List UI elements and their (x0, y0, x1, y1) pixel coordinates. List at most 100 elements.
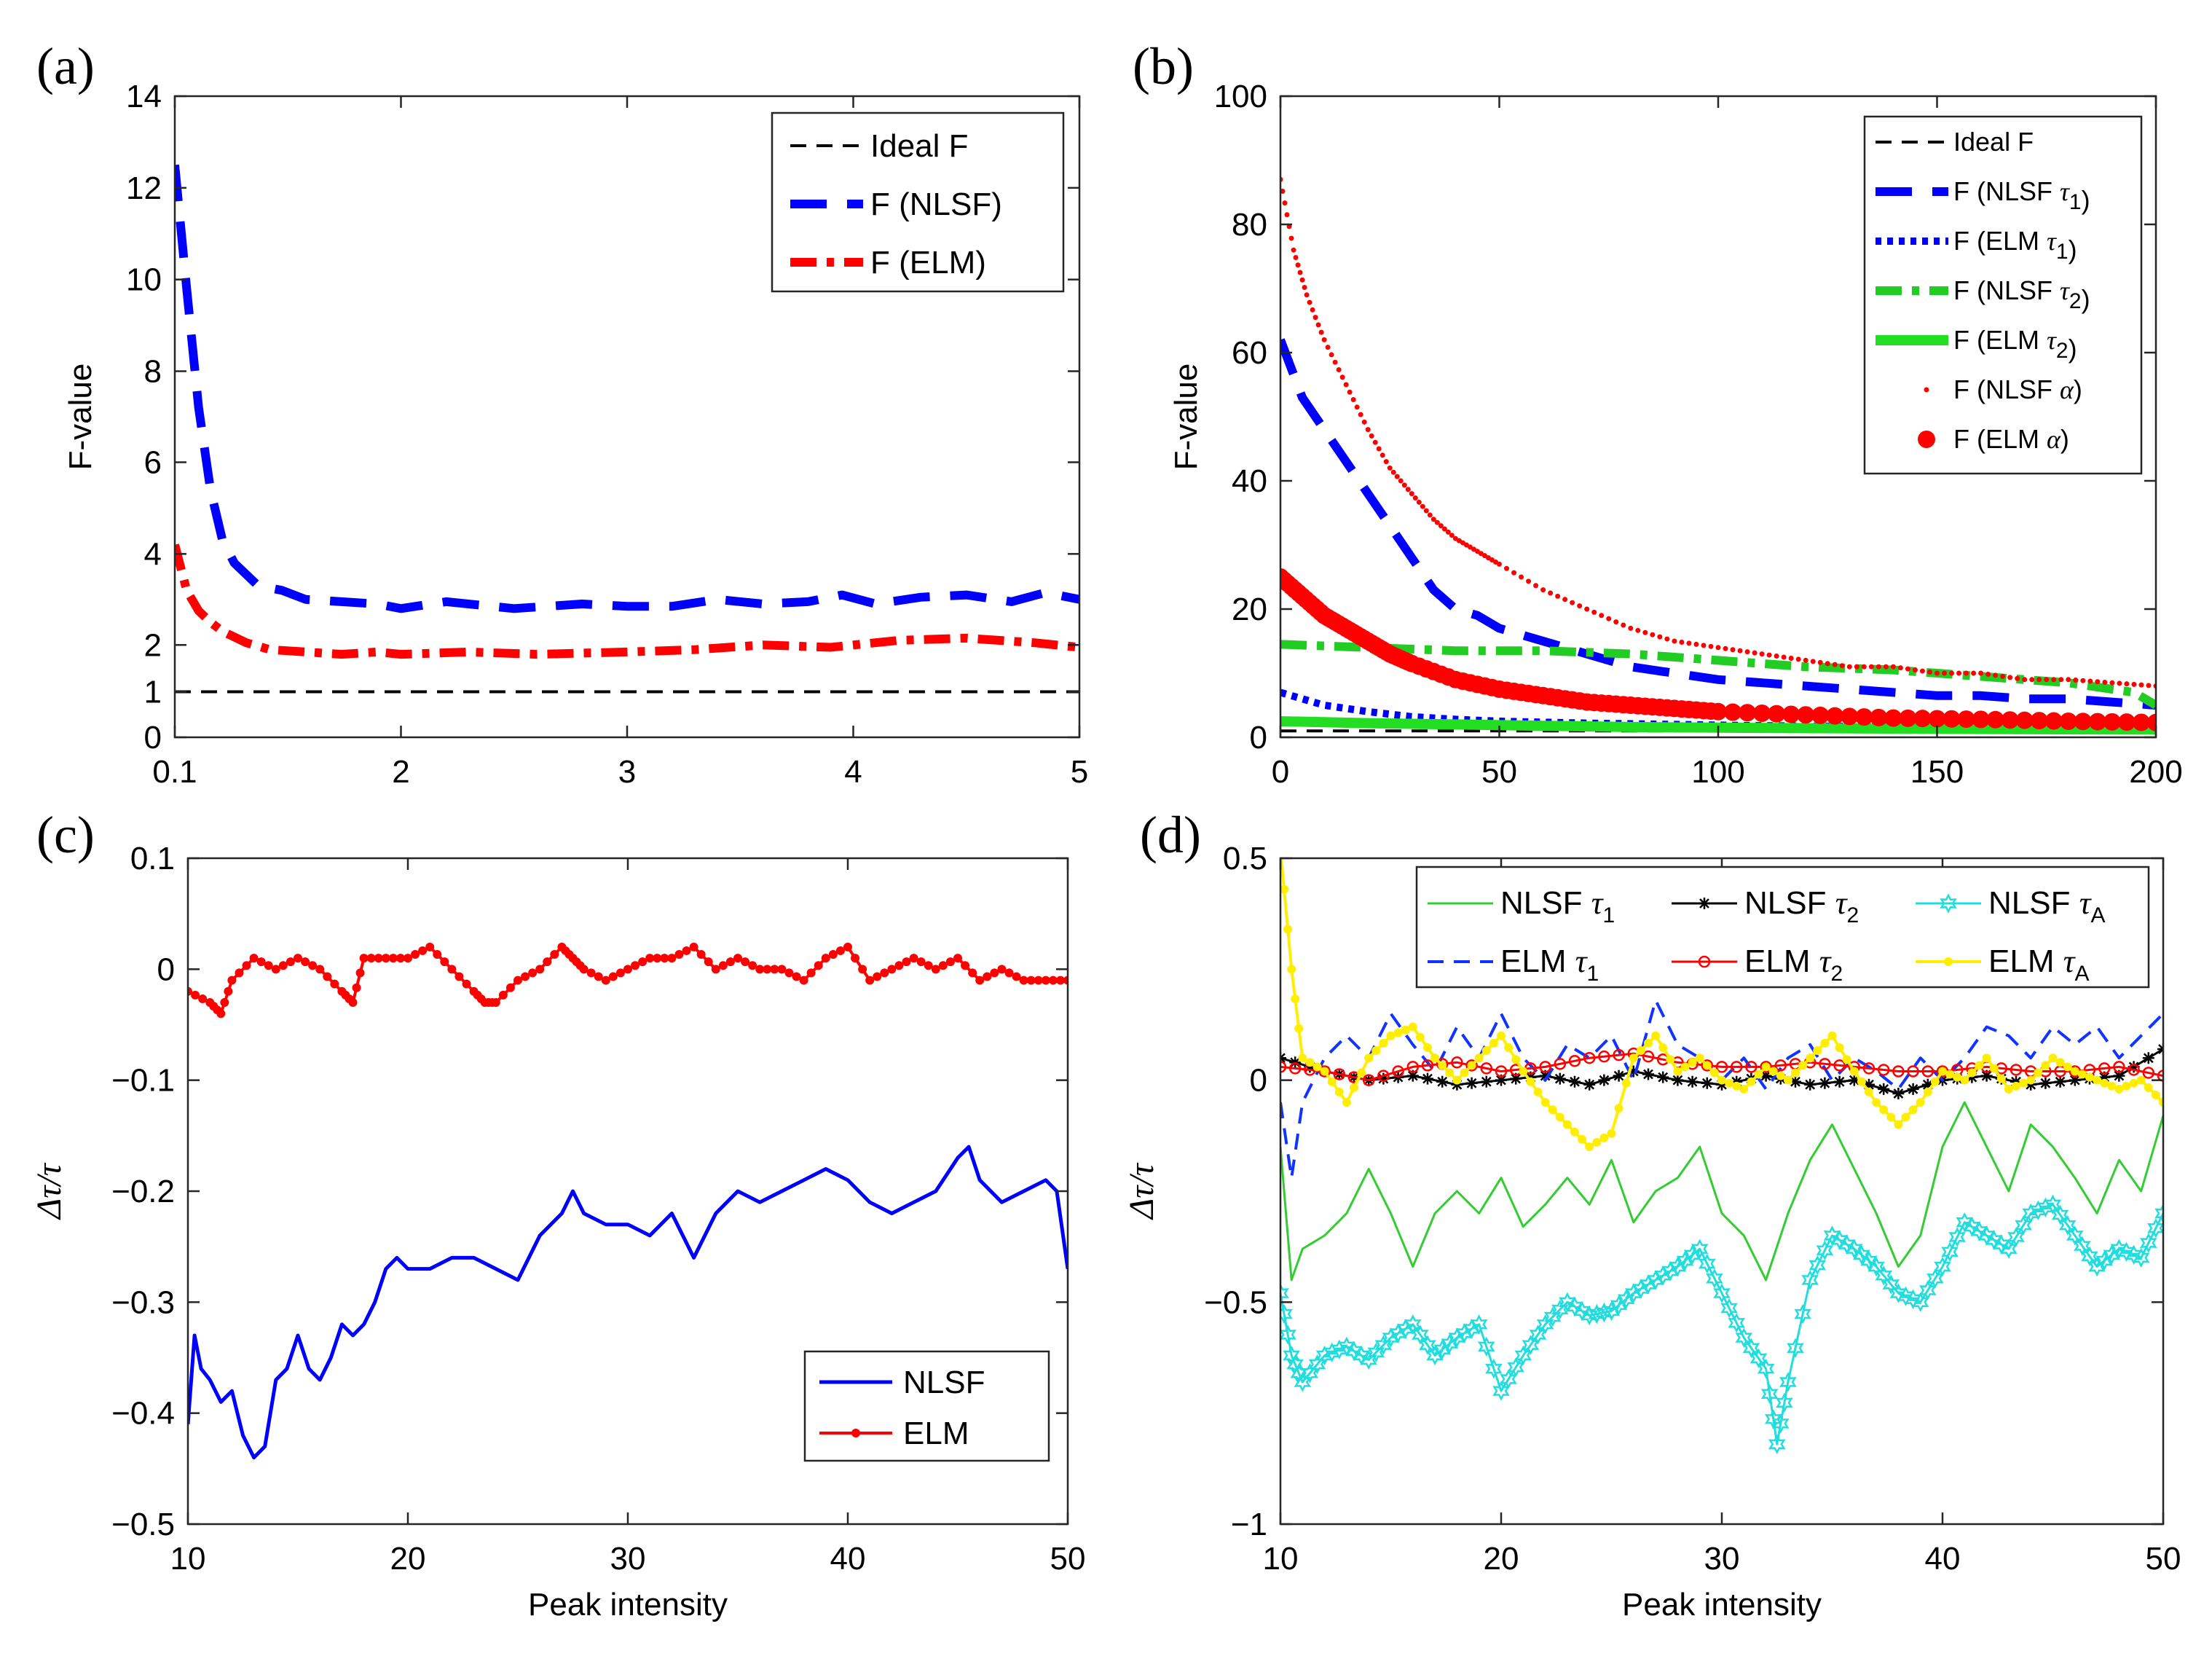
marker-elm-79 (674, 950, 684, 959)
marker-elm-a-14 (1357, 1068, 1366, 1078)
marker-elm-a-57 (1673, 1067, 1682, 1076)
marker-elm-1 (191, 990, 200, 1000)
marker-nlsf-a-11 (1330, 1339, 1348, 1359)
marker-elm-a-37 (1526, 1077, 1535, 1086)
marker-elm-100 (828, 950, 838, 959)
marker-nlsf-a-65 (1728, 1313, 1746, 1333)
marker-nlsf-a-20 (1396, 1319, 1414, 1339)
marker-elm-2-29 (1701, 1059, 1714, 1072)
marker-nlsf-a-10 (1323, 1342, 1341, 1363)
marker-elm-74 (638, 957, 648, 967)
marker-nlsf-a-49 (1610, 1295, 1628, 1316)
marker-nlsf-2-47 (1966, 1071, 1978, 1083)
ytick-label-c-0: −0.5 (111, 1507, 175, 1542)
ytick-label-c-5: 0 (157, 951, 175, 987)
marker-elm-81 (689, 942, 698, 951)
marker-elm-40 (433, 950, 442, 959)
marker-f-nlsf--74 (1555, 593, 1561, 599)
marker-elm-35 (395, 954, 405, 963)
marker-elm-a-44 (1578, 1134, 1587, 1144)
marker-elm-2-40 (1862, 1062, 1876, 1075)
marker-f-nlsf--121 (1897, 665, 1903, 671)
marker-elm-a-121 (2144, 1083, 2153, 1092)
marker-nlsf-2-24 (1627, 1065, 1640, 1078)
marker-nlsf-a-113 (2058, 1214, 2077, 1236)
xtick-label-a-3: 4 (844, 754, 862, 790)
marker-nlsf-a-96 (1934, 1256, 1951, 1277)
marker-elm-a-91 (1923, 1087, 1932, 1096)
marker-elm-a-94 (1945, 1070, 1955, 1079)
marker-elm-a-112 (2077, 1070, 2087, 1079)
xtick-label-d-2: 30 (1704, 1541, 1740, 1577)
marker-nlsf-2-38 (1833, 1075, 1846, 1088)
marker-nlsf-a-109 (2029, 1200, 2047, 1221)
ytick-label-a-5: 8 (144, 354, 162, 390)
marker-nlsf-2-27 (1672, 1074, 1684, 1086)
marker-elm-2-58 (2128, 1064, 2140, 1076)
marker-f-nlsf--96 (1715, 645, 1721, 651)
marker-elm-9 (227, 976, 237, 985)
ytick-label-a-2: 2 (144, 627, 162, 663)
marker-elm-a-15 (1364, 1053, 1374, 1063)
marker-f-nlsf--79 (1591, 609, 1597, 615)
xtick-label-d-3: 40 (1925, 1541, 1961, 1577)
marker-nlsf-2-23 (1613, 1070, 1625, 1082)
marker-elm-a-98 (1975, 1061, 1984, 1070)
marker-nlsf-2-22 (1598, 1074, 1610, 1086)
marker-f-elm--98 (2001, 711, 2019, 729)
marker-elm-a-53 (1644, 1038, 1653, 1048)
marker-nlsf-2-10 (1422, 1072, 1433, 1085)
xtick-label-c-3: 40 (830, 1541, 866, 1577)
legend-item-f-nlsf-: F (NLSF α) (1924, 374, 2082, 404)
marker-nlsf-a-110 (2036, 1197, 2055, 1217)
marker-elm-8 (224, 986, 233, 996)
marker-f-nlsf--68 (1511, 570, 1517, 576)
marker-nlsf-a-32 (1485, 1358, 1503, 1379)
marker-elm-a-102 (2004, 1084, 2013, 1094)
marker-f-elm--101 (2044, 712, 2063, 730)
ytick-label-b-0: 0 (1250, 720, 1267, 756)
plot-area-a (175, 164, 1079, 694)
marker-f-nlsf--16 (1315, 322, 1321, 328)
marker-elm-37 (411, 950, 420, 959)
marker-nlsf-2-11 (1436, 1075, 1449, 1088)
marker-f-nlsf--46 (1423, 508, 1429, 514)
legend-item-elm: ELM (819, 1416, 969, 1451)
marker-elm-a-85 (1879, 1105, 1889, 1115)
ytick-label-a-4: 6 (144, 444, 162, 480)
marker-elm-80 (682, 946, 691, 955)
marker-f-nlsf--23 (1339, 374, 1345, 380)
marker-f-nlsf--112 (1832, 662, 1838, 667)
marker-nlsf-a-60 (1691, 1239, 1709, 1259)
marker-elm-2-60 (2157, 1070, 2163, 1082)
marker-elm-a-13 (1350, 1083, 1358, 1092)
marker-nlsf-a-78 (1801, 1270, 1819, 1290)
marker-elm-a-82 (1857, 1077, 1866, 1086)
marker-elm-a-40 (1548, 1105, 1557, 1115)
marker-nlsf-a-9 (1315, 1345, 1334, 1366)
legend-swatch (1924, 387, 1929, 393)
marker-f-elm--100 (2030, 712, 2048, 730)
marker-nlsf-a-29 (1463, 1319, 1481, 1339)
marker-nlsf-2-43 (1907, 1083, 1919, 1095)
series-a-f-nlsf- (175, 164, 1079, 613)
chart-c: (c) 10 20 30 40 50 −0.5 −0.4 −0.3 −0.2 −0.1 0 0.1 Δτ/… (30, 806, 1085, 1622)
marker-elm-87 (733, 954, 742, 963)
marker-nlsf-2-29 (1701, 1077, 1713, 1089)
marker-elm-a-29 (1467, 1061, 1476, 1070)
marker-f-elm--80 (1739, 704, 1757, 722)
marker-elm-a-17 (1379, 1038, 1388, 1048)
marker-elm-107 (880, 968, 889, 978)
marker-nlsf-2-12 (1451, 1078, 1463, 1091)
ytick-label-a-3: 4 (144, 536, 162, 572)
marker-elm-a-76 (1813, 1046, 1822, 1056)
marker-f-nlsf--15 (1312, 315, 1318, 321)
marker-elm-a-12 (1342, 1098, 1351, 1107)
marker-elm-a-106 (2034, 1068, 2043, 1078)
marker-f-nlsf--45 (1420, 503, 1425, 509)
marker-nlsf-2-2 (1304, 1061, 1316, 1073)
legend-label: Ideal F (1953, 127, 2034, 157)
series-c-nlsf-line (188, 1145, 1068, 1460)
marker-elm-28 (352, 983, 361, 992)
marker-elm-a-47 (1599, 1133, 1609, 1142)
